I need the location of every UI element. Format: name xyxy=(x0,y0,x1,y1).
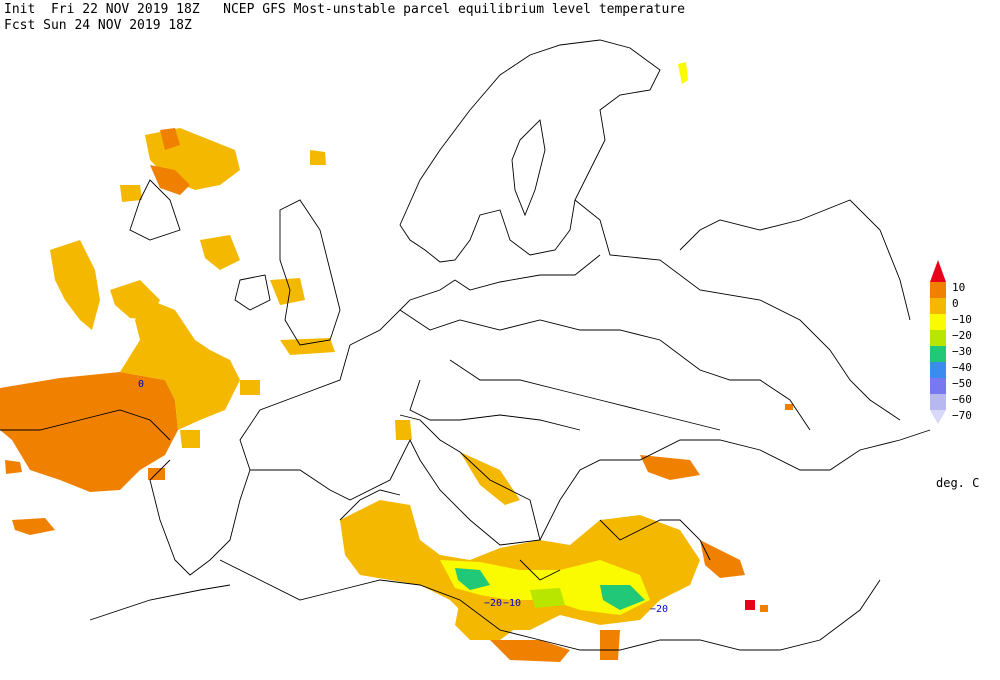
legend-label: −20 xyxy=(952,329,972,342)
legend-swatch xyxy=(930,394,946,410)
contour-label-2: −10 xyxy=(503,598,521,609)
legend-label: 0 xyxy=(952,297,959,310)
contour-labels: 0 −20 −10 −20 xyxy=(138,379,668,615)
legend-swatch-top xyxy=(930,260,946,282)
contour-label-1: −20 xyxy=(484,598,502,609)
forecast-title: Fcst Sun 24 NOV 2019 18Z xyxy=(4,18,192,33)
units-label: deg. C xyxy=(936,476,980,490)
legend-swatch xyxy=(930,346,946,362)
legend-label: −60 xyxy=(952,393,972,406)
legend-label: −10 xyxy=(952,313,972,326)
legend-swatch xyxy=(930,298,946,314)
legend-label: −70 xyxy=(952,409,972,422)
legend-label: 10 xyxy=(952,281,966,294)
legend-swatch xyxy=(930,362,946,378)
init-title: Init Fri 22 NOV 2019 18Z NCEP GFS Most-u… xyxy=(4,2,685,17)
legend-swatch xyxy=(930,330,946,346)
legend-swatch-bottom xyxy=(930,410,946,424)
legend-swatches xyxy=(930,260,946,424)
contour-label-0: 0 xyxy=(138,379,144,390)
legend-swatch xyxy=(930,282,946,298)
mediterranean-field xyxy=(340,62,793,662)
legend-label: −40 xyxy=(952,361,972,374)
contour-label-3: −20 xyxy=(650,604,668,615)
legend-label: −30 xyxy=(952,345,972,358)
coastlines xyxy=(0,39,931,651)
legend-swatch xyxy=(930,314,946,330)
legend-label: −50 xyxy=(952,377,972,390)
color-legend: 10 0 −10 −20 −30 −40 −50 −60 −70 xyxy=(928,258,998,428)
legend-swatch xyxy=(930,378,946,394)
atlantic-field xyxy=(0,128,335,535)
